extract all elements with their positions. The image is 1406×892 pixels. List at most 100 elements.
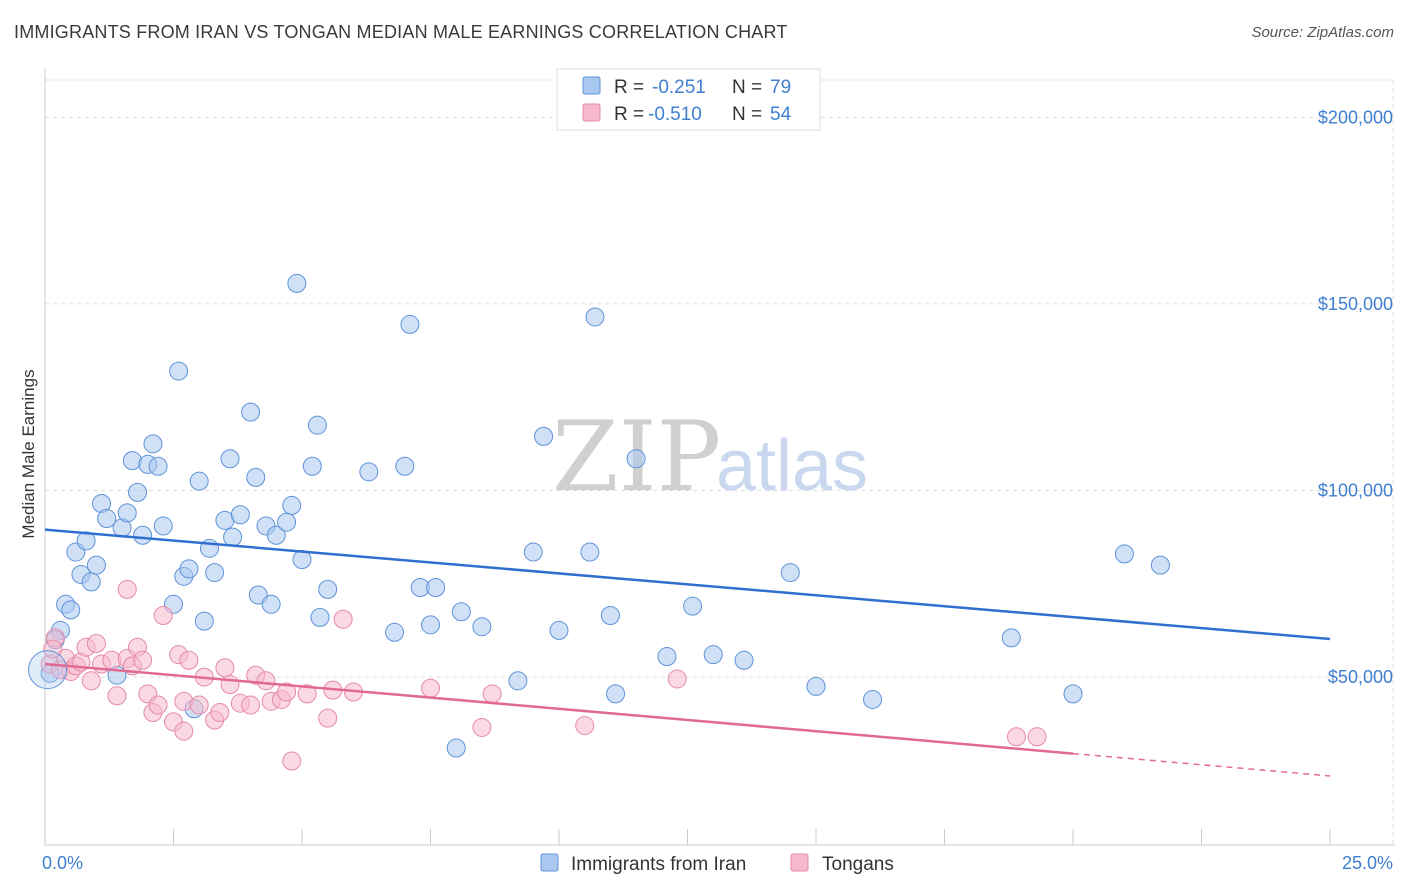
iran-point-55 xyxy=(472,617,492,637)
iran-point-35 xyxy=(248,585,268,605)
tongan-point-8 xyxy=(81,671,101,691)
iran-point-cluster xyxy=(28,650,68,690)
iran-point-62 xyxy=(600,606,620,625)
tongan-point-30 xyxy=(210,703,230,723)
legend-box: R = -0.251 N = 79 R = -0.510 N = 54 xyxy=(556,68,821,131)
iran-point-14 xyxy=(128,482,148,502)
iran-point-46 xyxy=(318,579,338,599)
tongan-point-26 xyxy=(179,650,199,670)
y-tick-labels: $50,000 $100,000 $150,000 $200,000 xyxy=(1318,107,1393,687)
bottom-legend-swatch-iran xyxy=(540,853,559,872)
iran-point-67 xyxy=(703,645,723,665)
tongan-point-27 xyxy=(189,695,209,715)
axes xyxy=(44,68,1395,846)
iran-point-8 xyxy=(86,555,106,575)
iran-point-72 xyxy=(1001,628,1021,648)
iran-point-28 xyxy=(205,563,225,583)
tongan-point-9 xyxy=(86,633,106,653)
tongan-point-36 xyxy=(256,671,276,691)
legend-swatch-tongans xyxy=(582,103,601,122)
iran-point-30 xyxy=(220,449,240,469)
tongan-point-34 xyxy=(241,695,261,715)
tongan-point-50 xyxy=(667,669,687,689)
iran-point-3 xyxy=(61,600,81,620)
legend-n-label-iran: N = xyxy=(732,77,762,98)
iran-point-69 xyxy=(780,563,800,583)
chart-source: Source: ZipAtlas.com xyxy=(1251,24,1394,41)
iran-point-25 xyxy=(189,471,209,491)
tongan-trend-extension xyxy=(1072,752,1331,777)
iran-point-33 xyxy=(241,402,261,422)
legend-r-label-tongans: R = xyxy=(614,104,644,125)
tongan-point-32 xyxy=(220,675,240,695)
iran-point-59 xyxy=(549,620,569,640)
iran-point-70 xyxy=(806,676,826,696)
tongan-point-42 xyxy=(318,708,338,728)
iran-point-31 xyxy=(223,527,243,547)
iran-point-75 xyxy=(1150,555,1170,575)
tongan-point-51 xyxy=(1006,727,1026,747)
iran-point-38 xyxy=(266,525,286,545)
iran-point-56 xyxy=(508,671,528,691)
x-tick-label-1: 25.0% xyxy=(1342,853,1393,873)
iran-point-41 xyxy=(287,273,307,293)
iran-point-40 xyxy=(282,495,302,515)
tongan-point-41 xyxy=(297,684,317,704)
tongan-point-39 xyxy=(277,682,297,702)
legend-n-value-tongans: 54 xyxy=(770,104,792,125)
bottom-legend-label-iran: Immigrants from Iran xyxy=(571,854,746,875)
y-tick-label-2: $150,000 xyxy=(1318,294,1393,314)
legend-r-value-tongans: -0.510 xyxy=(648,104,702,125)
iran-point-34 xyxy=(246,467,266,487)
tongan-point-20 xyxy=(148,695,168,715)
y-tick-label-1: $100,000 xyxy=(1318,480,1393,500)
iran-point-74 xyxy=(1114,544,1134,564)
iran-point-21 xyxy=(169,361,189,381)
iran-point-47 xyxy=(359,462,379,482)
iran-point-68 xyxy=(734,650,754,670)
chart-title: IMMIGRANTS FROM IRAN VS TONGAN MEDIAN MA… xyxy=(14,22,788,42)
tongan-point-40 xyxy=(282,751,302,771)
tongan-point-52 xyxy=(1027,727,1047,747)
watermark: ZIP atlas xyxy=(552,401,868,513)
iran-point-76 xyxy=(446,738,466,758)
iran-point-65 xyxy=(657,647,677,667)
tongan-point-31 xyxy=(215,658,235,678)
iran-point-44 xyxy=(307,415,327,435)
x-tick-label-0: 0.0% xyxy=(42,853,83,873)
iran-point-43 xyxy=(302,456,322,476)
iran-point-63 xyxy=(606,684,626,704)
iran-point-15 xyxy=(133,525,153,545)
iran-point-19 xyxy=(153,516,173,536)
iran-point-26 xyxy=(194,611,214,631)
tongan-point-47 xyxy=(472,717,492,737)
legend-r-value-iran: -0.251 xyxy=(652,77,706,98)
legend-n-label-tongans: N = xyxy=(732,104,762,125)
legend-n-value-iran: 79 xyxy=(770,77,791,98)
tongan-trend-line xyxy=(44,662,1074,755)
tongan-point-14 xyxy=(117,579,137,599)
tongan-point-48 xyxy=(482,684,502,704)
iran-point-66 xyxy=(683,596,703,616)
y-axis-title: Median Male Earnings xyxy=(19,369,38,538)
legend-swatch-iran xyxy=(582,76,601,95)
iran-point-7 xyxy=(81,572,101,592)
x-tick-labels: 0.0% 25.0% xyxy=(42,853,1393,873)
iran-point-12 xyxy=(117,503,137,523)
bottom-legend: Immigrants from Iran Tongans xyxy=(540,853,894,875)
iran-point-61 xyxy=(585,307,605,327)
iran-point-48 xyxy=(385,622,405,642)
iran-point-60 xyxy=(580,542,600,562)
data-points xyxy=(28,273,1170,771)
iran-point-73 xyxy=(1063,684,1083,704)
bottom-legend-swatch-tongans xyxy=(790,853,809,872)
tongan-point-25 xyxy=(174,721,194,741)
bottom-legend-label-tongans: Tongans xyxy=(822,854,894,875)
watermark-atlas: atlas xyxy=(716,426,868,506)
iran-point-32 xyxy=(230,505,250,525)
iran-point-18 xyxy=(148,456,168,476)
iran-point-10 xyxy=(97,508,117,528)
iran-point-6 xyxy=(76,531,96,551)
iran-point-53 xyxy=(426,578,446,598)
